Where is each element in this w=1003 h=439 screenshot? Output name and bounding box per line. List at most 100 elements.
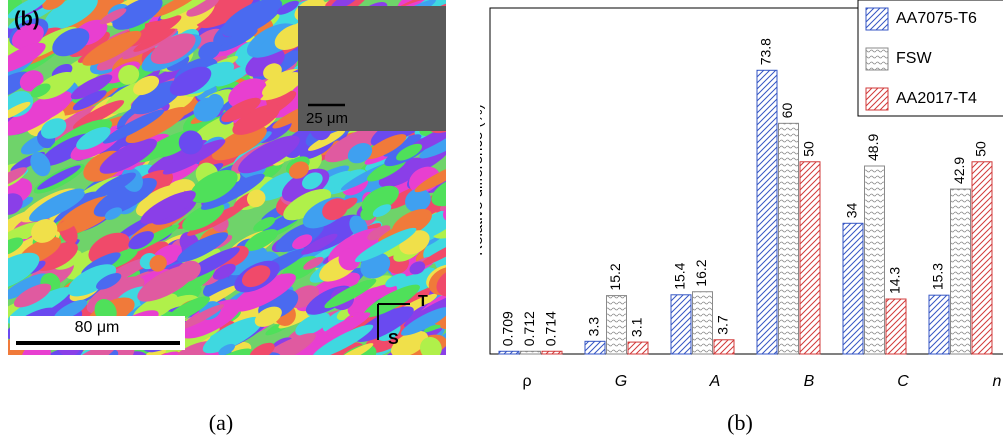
value-label: 60: [779, 103, 795, 119]
value-label: 14.3: [887, 267, 903, 294]
legend-swatch: [865, 7, 889, 31]
grain: [455, 60, 479, 82]
value-label: 3.7: [715, 315, 731, 335]
grain: [31, 219, 58, 243]
grain: [261, 72, 301, 97]
grain: [254, 306, 282, 327]
grain: [79, 351, 110, 383]
grain: [76, 127, 111, 150]
grain: [72, 100, 125, 130]
grain: [292, 234, 313, 250]
sem-inset: [298, 6, 446, 131]
grain: [166, 296, 210, 323]
grain: [378, 212, 432, 242]
grain: [162, 139, 226, 175]
grain: [99, 138, 158, 174]
grain: [178, 304, 225, 330]
grain: [133, 75, 160, 96]
legend-label: AA7075-T6: [896, 10, 977, 27]
grain: [419, 125, 446, 159]
axis-s-label: S: [388, 331, 399, 348]
bar: [885, 298, 907, 355]
grain: [218, 28, 258, 52]
grain: [8, 287, 72, 324]
grain: [93, 172, 136, 198]
grain: [211, 125, 267, 161]
axis-t-label: T: [418, 293, 428, 310]
grain: [352, 284, 398, 313]
value-label: 0.709: [500, 311, 516, 346]
bar: [584, 340, 606, 355]
x-tick-label: G: [615, 373, 627, 390]
bar: [541, 350, 563, 355]
grain: [215, 64, 252, 87]
grain: [315, 312, 371, 344]
legend-swatch: [865, 87, 889, 111]
grain: [238, 135, 300, 174]
grain: [153, 0, 200, 17]
legend-swatch: [865, 47, 889, 71]
grain: [128, 231, 154, 250]
grain: [118, 351, 182, 393]
grain: [232, 366, 260, 392]
grain: [232, 273, 296, 312]
grain: [354, 306, 414, 342]
caption: (a): [209, 410, 233, 435]
value-label: 15.4: [672, 262, 688, 289]
value-label: 48.9: [865, 134, 881, 161]
value-label: 3.3: [586, 317, 602, 337]
grain: [216, 350, 263, 389]
inset-scale-label: 25 μm: [306, 110, 348, 127]
grain: [257, 170, 304, 201]
legend-label: AA2017-T4: [896, 90, 977, 107]
bar: [864, 165, 885, 355]
grain: [99, 8, 127, 25]
grain: [276, 0, 299, 15]
grain: [196, 0, 255, 29]
bar: [778, 122, 799, 355]
grain: [104, 207, 123, 220]
grain: [13, 365, 38, 385]
grain: [428, 360, 451, 382]
value-label: 0.712: [521, 311, 537, 346]
grain: [144, 354, 194, 394]
bar: [928, 294, 950, 355]
x-tick-label: ρ: [522, 373, 531, 390]
x-tick-label: A: [709, 373, 721, 390]
bar: [606, 295, 627, 355]
value-label: 34: [844, 203, 860, 219]
grain: [130, 80, 183, 115]
grain: [379, 354, 450, 406]
grain: [8, 222, 41, 253]
grain: [221, 97, 261, 123]
grain: [380, 356, 399, 373]
y-axis-label: Relative difference (%): [469, 104, 486, 255]
x-tick-label: B: [804, 373, 815, 390]
grain: [232, 104, 280, 135]
grain: [8, 177, 33, 205]
legend-label: FSW: [896, 50, 932, 67]
bar: [498, 350, 520, 355]
grain: [288, 161, 309, 179]
grain: [358, 362, 379, 382]
grain: [42, 0, 66, 10]
grain: [253, 216, 276, 232]
grain: [37, 165, 81, 190]
grain: [186, 351, 249, 393]
grain: [96, 273, 122, 290]
grain: [390, 330, 428, 355]
value-label: 15.3: [930, 263, 946, 290]
grain: [13, 283, 52, 308]
grain: [386, 149, 446, 185]
grain: [304, 354, 354, 394]
grain: [177, 232, 229, 263]
grain: [8, 193, 23, 215]
grain: [178, 130, 203, 155]
grain: [8, 237, 24, 256]
grain: [118, 64, 140, 85]
value-label: 50: [973, 141, 989, 157]
bar: [799, 161, 821, 355]
grain: [443, 178, 446, 199]
